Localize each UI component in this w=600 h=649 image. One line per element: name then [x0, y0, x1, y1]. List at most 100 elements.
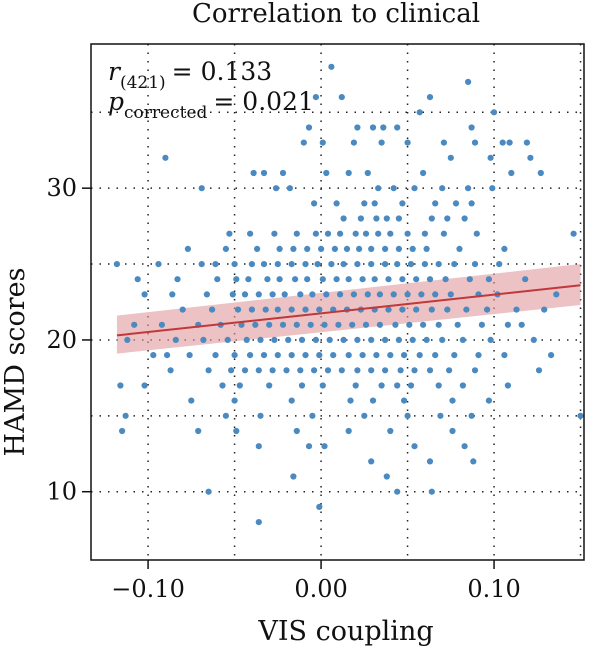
- r-value: = 0.133: [172, 57, 272, 86]
- data-point: [347, 397, 354, 404]
- data-point: [252, 321, 259, 328]
- data-point: [411, 367, 418, 374]
- data-point: [394, 124, 401, 131]
- data-point: [440, 230, 447, 237]
- data-point: [255, 291, 262, 298]
- data-point: [364, 169, 371, 177]
- data-point: [164, 352, 171, 359]
- data-point: [385, 276, 392, 283]
- data-point: [485, 276, 492, 283]
- data-point: [487, 336, 494, 343]
- data-point: [527, 154, 534, 161]
- data-point: [548, 352, 555, 359]
- data-point: [255, 367, 262, 374]
- data-point: [288, 306, 295, 313]
- data-point: [399, 200, 406, 207]
- data-point: [198, 261, 205, 268]
- data-point: [452, 200, 460, 207]
- data-point: [298, 336, 306, 343]
- data-point: [172, 336, 179, 343]
- data-point: [401, 352, 408, 359]
- data-point: [248, 261, 255, 268]
- data-point: [504, 321, 511, 328]
- data-point: [466, 276, 473, 283]
- data-point: [167, 367, 174, 374]
- data-point: [304, 276, 311, 283]
- data-point: [468, 200, 475, 207]
- data-point: [200, 336, 207, 343]
- data-point: [447, 154, 454, 161]
- data-point: [311, 200, 318, 207]
- data-point: [203, 291, 210, 298]
- data-point: [319, 276, 326, 283]
- data-point: [276, 276, 283, 283]
- data-point: [304, 245, 311, 252]
- data-point: [266, 382, 273, 389]
- data-point: [468, 124, 475, 131]
- data-point: [421, 261, 428, 268]
- data-point: [428, 215, 435, 222]
- data-point: [169, 291, 176, 298]
- data-point: [364, 291, 371, 298]
- data-point: [368, 261, 375, 268]
- data-point: [338, 94, 345, 101]
- data-point: [292, 276, 299, 283]
- data-point: [378, 382, 385, 389]
- data-point: [257, 412, 264, 419]
- data-point: [233, 276, 240, 283]
- data-point: [390, 291, 397, 298]
- data-point: [361, 200, 368, 207]
- r-statistic: r(421) = 0.133: [108, 57, 272, 93]
- data-point: [385, 306, 392, 313]
- data-point: [523, 139, 531, 146]
- data-point: [312, 230, 319, 237]
- data-point: [518, 321, 525, 328]
- data-point: [297, 367, 304, 374]
- data-point: [283, 367, 290, 374]
- data-point: [274, 352, 281, 359]
- data-point: [209, 306, 216, 313]
- data-point: [352, 382, 359, 389]
- data-point: [345, 169, 352, 177]
- data-point: [404, 291, 411, 298]
- data-point: [319, 382, 326, 389]
- data-point: [300, 139, 307, 146]
- data-point: [297, 291, 304, 298]
- data-point: [449, 397, 456, 404]
- data-point: [484, 306, 491, 313]
- plot-frame: [90, 43, 585, 561]
- data-point: [382, 245, 389, 252]
- data-point: [155, 261, 162, 268]
- data-point: [271, 336, 278, 343]
- y-axis-label: HAMD scores: [0, 268, 31, 457]
- gridlines: [91, 44, 584, 560]
- data-point: [570, 230, 577, 237]
- data-point: [357, 215, 364, 222]
- data-point: [266, 321, 273, 328]
- y-tick-label: 10: [46, 478, 77, 506]
- data-point: [387, 230, 394, 237]
- data-point: [158, 321, 165, 328]
- data-point: [368, 336, 375, 343]
- data-point: [260, 352, 268, 359]
- data-point: [122, 412, 129, 419]
- data-point: [331, 245, 338, 252]
- data-point: [293, 230, 300, 237]
- data-point: [375, 185, 382, 192]
- y-tick-label: 20: [46, 326, 77, 354]
- data-point: [439, 336, 446, 343]
- data-point: [333, 276, 340, 283]
- data-point: [186, 352, 193, 359]
- data-point: [285, 336, 292, 343]
- data-point: [312, 94, 319, 101]
- data-point: [179, 306, 186, 313]
- data-point: [288, 397, 295, 404]
- data-point: [387, 427, 394, 435]
- data-point: [432, 291, 439, 298]
- data-point: [376, 321, 383, 328]
- data-point: [271, 230, 278, 237]
- data-point: [314, 261, 321, 268]
- x-axis-ticks: −0.10 0.00 0.10: [111, 560, 521, 603]
- data-point: [345, 276, 352, 283]
